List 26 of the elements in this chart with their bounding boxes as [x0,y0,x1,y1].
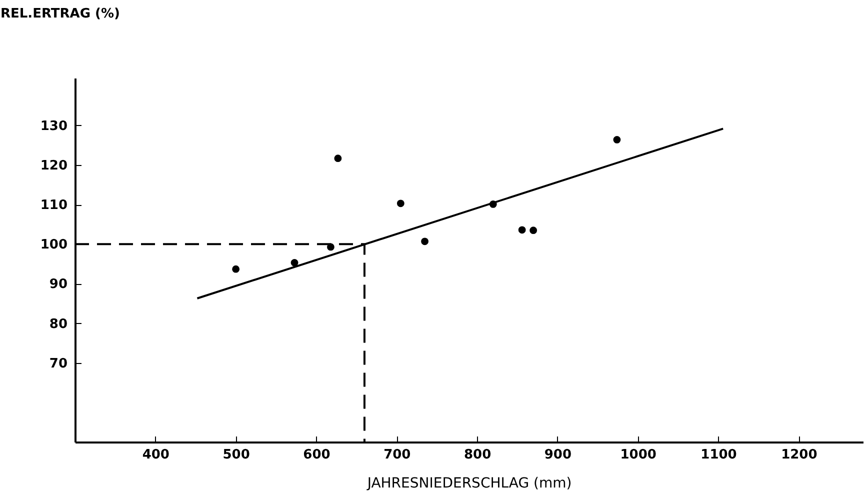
y-tick-label: 130 [40,118,68,134]
y-axis-title: REL.ERTRAG (%) [0,6,120,22]
x-tick-label: 600 [303,448,330,462]
x-tick-label: 500 [222,448,250,462]
point [613,136,621,144]
point [334,154,342,162]
y-tick-label: 120 [40,158,68,174]
y-tick-label: 100 [40,238,68,253]
point [530,226,538,234]
x-tick-label: 900 [544,448,572,462]
point [232,265,240,273]
x-tick-label: 700 [384,448,411,462]
y-tick-label: 70 [49,356,68,372]
x-tick-label: 1100 [700,448,737,462]
point [421,238,428,246]
point [518,226,526,234]
y-tick-label: 110 [40,198,68,214]
x-tick-label: 800 [464,448,492,462]
x-axis-title: JAHRESNIEDERSCHLAG (mm) [366,476,572,492]
x-tick-label: 1200 [781,448,818,462]
y-tick-label: 90 [49,277,68,292]
y-tick-label: 80 [49,316,68,332]
x-tick-label: 1000 [620,448,656,462]
x-tick-label: 400 [142,448,170,462]
point [396,200,404,208]
point [290,259,298,266]
